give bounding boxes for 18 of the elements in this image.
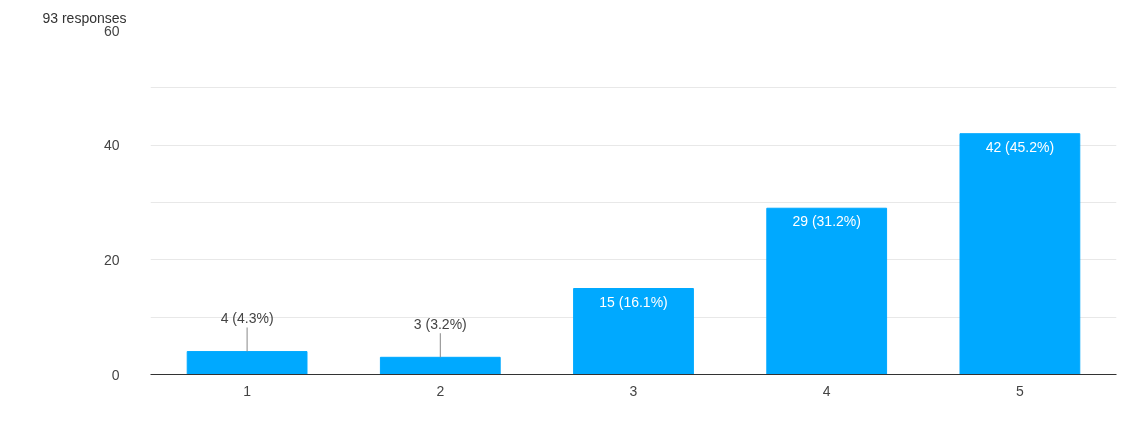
data-label: 4 (4.3%) bbox=[220, 309, 274, 326]
data-label: 42 (45.2%) bbox=[985, 138, 1055, 155]
x-tick-label: 5 bbox=[1016, 382, 1025, 399]
data-label: 3 (3.2%) bbox=[413, 315, 467, 332]
bar bbox=[379, 356, 501, 375]
y-tick-label: 20 bbox=[103, 251, 120, 268]
bar bbox=[766, 207, 888, 375]
y-tick-label: 0 bbox=[111, 366, 120, 383]
data-label: 15 (16.1%) bbox=[599, 293, 668, 310]
data-label: 29 (31.2%) bbox=[792, 213, 861, 230]
y-tick-label: 40 bbox=[103, 137, 120, 154]
x-tick-label: 3 bbox=[629, 382, 638, 399]
bar bbox=[573, 288, 694, 375]
x-tick-label: 4 bbox=[822, 382, 831, 399]
bar bbox=[959, 133, 1081, 375]
bar bbox=[186, 351, 308, 375]
x-tick-label: 1 bbox=[243, 382, 252, 399]
x-tick-label: 2 bbox=[436, 382, 445, 399]
